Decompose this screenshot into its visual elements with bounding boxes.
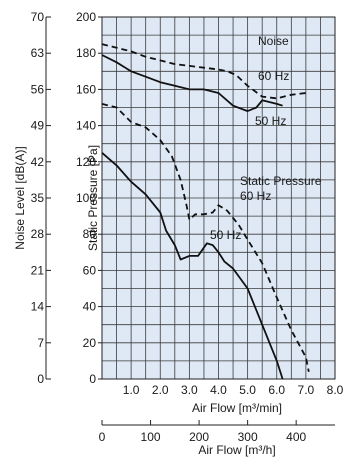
x-axis-tick-label: 4.0 xyxy=(210,383,227,397)
annotation-pressure-50hz: 50 Hz xyxy=(210,228,241,242)
left-axis-tick-label: 35 xyxy=(31,191,45,205)
pressure-axis-tick-label: 40 xyxy=(83,300,97,314)
left-axis-title: Noise Level [dB(A)] xyxy=(13,146,27,249)
series-line-static-pressure-60-hz xyxy=(101,103,310,372)
left-axis-tick-label: 7 xyxy=(37,336,44,350)
left-axis-tick-label: 49 xyxy=(31,119,45,133)
series-line-noise-60-hz xyxy=(101,43,307,100)
annotation-noise-50hz: 50 Hz xyxy=(255,114,286,128)
left-axis-tick-label: 14 xyxy=(31,300,45,314)
pressure-axis-tick-label: 0 xyxy=(89,372,96,386)
pressure-axis-tick-label: 200 xyxy=(76,10,96,24)
x-axis-tick-label: 5.0 xyxy=(239,383,256,397)
x2-axis-tick-label: 0 xyxy=(99,430,106,444)
annotation-static-pressure: Static Pressure xyxy=(240,174,322,188)
x-axis-tick-label: 1.0 xyxy=(123,383,140,397)
x2-axis-tick-label: 400 xyxy=(286,430,306,444)
right-axis-title: Static Pressure [Pa] xyxy=(86,145,100,251)
left-axis-tick-label: 70 xyxy=(31,10,45,24)
left-axis-tick-label: 56 xyxy=(31,82,45,96)
labels-layer: Noise Static Pressure 60 Hz 50 Hz 60 Hz … xyxy=(13,34,322,457)
pressure-axis-tick-label: 180 xyxy=(76,46,96,60)
pressure-axis-tick-label: 120 xyxy=(76,155,96,169)
pressure-axis-tick-label: 140 xyxy=(76,119,96,133)
annotation-pressure-60hz: 60 Hz xyxy=(240,189,271,203)
left-axis-tick-label: 21 xyxy=(31,263,45,277)
pressure-axis-tick-label: 80 xyxy=(83,227,97,241)
x2-axis-tick-label: 200 xyxy=(189,430,209,444)
x-axis-tick-label: 3.0 xyxy=(181,383,198,397)
x-axis-tick-label: 2.0 xyxy=(152,383,169,397)
series-line-static-pressure-50-hz xyxy=(101,152,284,380)
axes-layer: 7063564942352821147020018016014012010080… xyxy=(31,10,344,444)
x2-axis-tick-label: 100 xyxy=(141,430,161,444)
x2-axis-title: Air Flow [m³/h] xyxy=(198,443,275,457)
x-axis-tick-label: 8.0 xyxy=(327,383,344,397)
pressure-axis-tick-label: 100 xyxy=(76,191,96,205)
annotation-noise: Noise xyxy=(258,34,289,48)
left-axis-tick-label: 28 xyxy=(31,227,45,241)
pressure-axis-tick-label: 160 xyxy=(76,82,96,96)
x-axis-title: Air Flow [m³/min] xyxy=(192,401,282,415)
left-axis-tick-label: 63 xyxy=(31,46,45,60)
left-axis-tick-label: 0 xyxy=(37,372,44,386)
series-line-noise-50-hz xyxy=(101,54,283,112)
series-layer xyxy=(101,43,310,380)
grid-layer xyxy=(101,16,336,380)
x-axis-tick-label: 7.0 xyxy=(298,383,315,397)
pressure-axis-tick-label: 60 xyxy=(83,263,97,277)
pressure-axis-tick-label: 20 xyxy=(83,336,97,350)
x-axis-tick-label: 6.0 xyxy=(268,383,285,397)
annotation-noise-60hz: 60 Hz xyxy=(258,69,289,83)
left-axis-tick-label: 42 xyxy=(31,155,45,169)
x2-axis-tick-label: 300 xyxy=(238,430,258,444)
